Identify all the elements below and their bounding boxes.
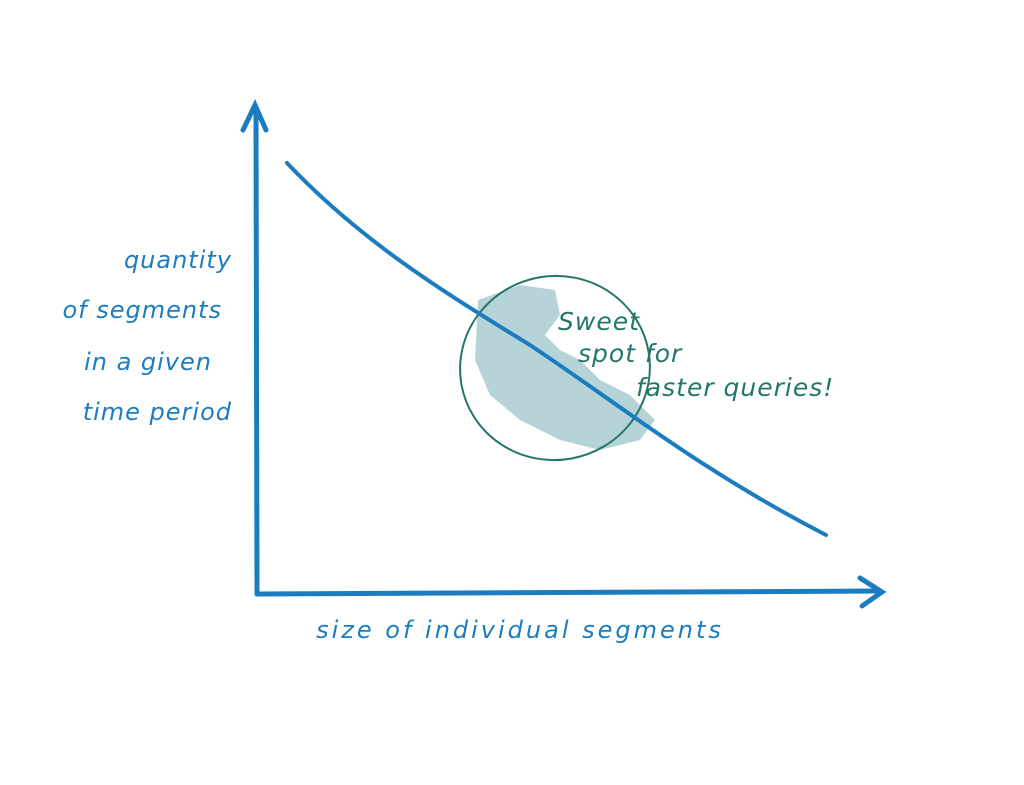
x-axis-label: size of individual segments	[316, 616, 724, 644]
y-axis-label-line: quantity	[124, 246, 232, 274]
x-axis-arrow	[857, 575, 887, 609]
annotation-line: faster queries!	[636, 373, 834, 402]
y-axis-label-line: of segments	[62, 296, 222, 324]
annotation-line: spot for	[578, 339, 683, 368]
x-axis	[254, 588, 883, 597]
annotation-line: Sweet	[558, 307, 640, 336]
axes	[240, 99, 887, 609]
y-axis-label-line: time period	[83, 398, 232, 426]
trend-curve	[285, 161, 828, 537]
y-axis	[253, 109, 260, 597]
y-axis-arrow	[240, 99, 269, 133]
y-axis-label-line: in a given	[84, 348, 212, 376]
sweet-spot-outline	[459, 274, 651, 462]
